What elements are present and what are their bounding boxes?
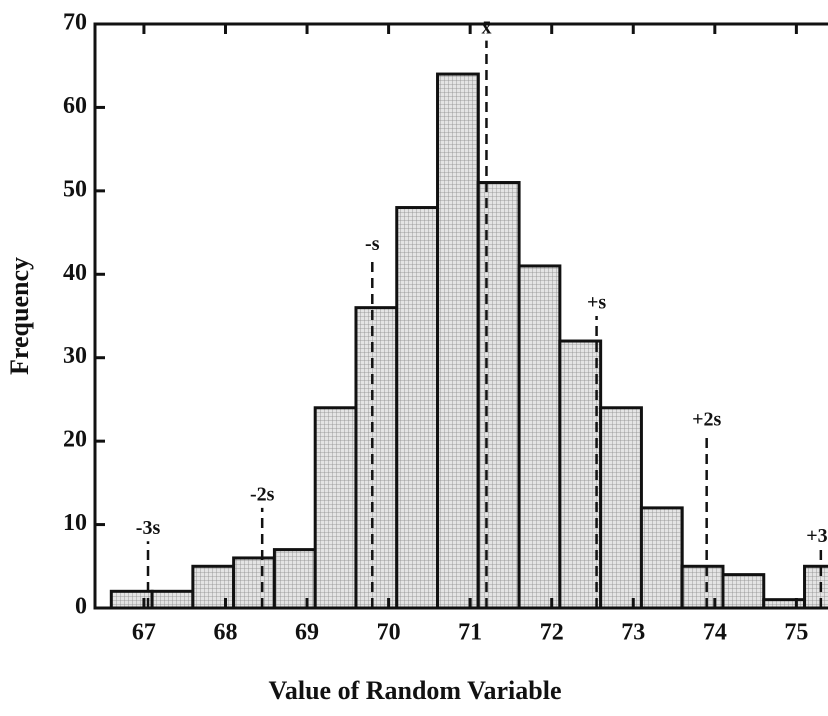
x-tick-label: 74 (703, 620, 727, 646)
bar (558, 339, 603, 610)
y-axis-label: Frequency (5, 257, 34, 375)
annotation-label: x̄ (481, 16, 491, 38)
annotation-label: +2s (692, 408, 721, 430)
bar (313, 406, 358, 610)
bar (191, 564, 236, 610)
bar (109, 589, 154, 610)
annotation-label: +3s (806, 525, 828, 547)
y-tick-label: 10 (63, 510, 87, 536)
bar (680, 564, 725, 610)
bar (150, 589, 195, 610)
annotation-label: +s (587, 292, 606, 314)
y-tick-label: 50 (63, 176, 87, 202)
y-tick-label: 40 (63, 260, 87, 286)
x-axis-label: Value of Random Variable (268, 676, 561, 705)
bar (476, 181, 521, 610)
y-tick-label: 70 (63, 10, 87, 36)
x-tick-label: 67 (132, 620, 156, 646)
y-tick-label: 60 (63, 93, 87, 119)
x-tick-label: 71 (458, 620, 482, 646)
annotation-label: -s (365, 233, 380, 255)
axis-frame (93, 22, 828, 610)
bar (803, 564, 828, 610)
bar (436, 72, 480, 610)
bar (232, 556, 276, 610)
bar (639, 506, 684, 610)
x-tick-label: 75 (784, 620, 808, 646)
bar (395, 206, 440, 610)
x-tick-label: 69 (295, 620, 319, 646)
y-tick-label: 30 (63, 343, 87, 369)
bar (354, 306, 399, 610)
bar (517, 264, 562, 610)
annotation-label: -3s (136, 517, 161, 539)
bar (599, 406, 643, 610)
annotation-label: -2s (250, 483, 275, 505)
y-tick-label: 20 (63, 427, 87, 453)
y-tick-label: 0 (75, 594, 87, 620)
x-tick-label: 72 (540, 620, 564, 646)
x-tick-label: 73 (621, 620, 645, 646)
x-tick-label: 70 (377, 620, 401, 646)
x-tick-label: 68 (213, 620, 237, 646)
bar (272, 548, 317, 610)
bar (721, 573, 766, 610)
